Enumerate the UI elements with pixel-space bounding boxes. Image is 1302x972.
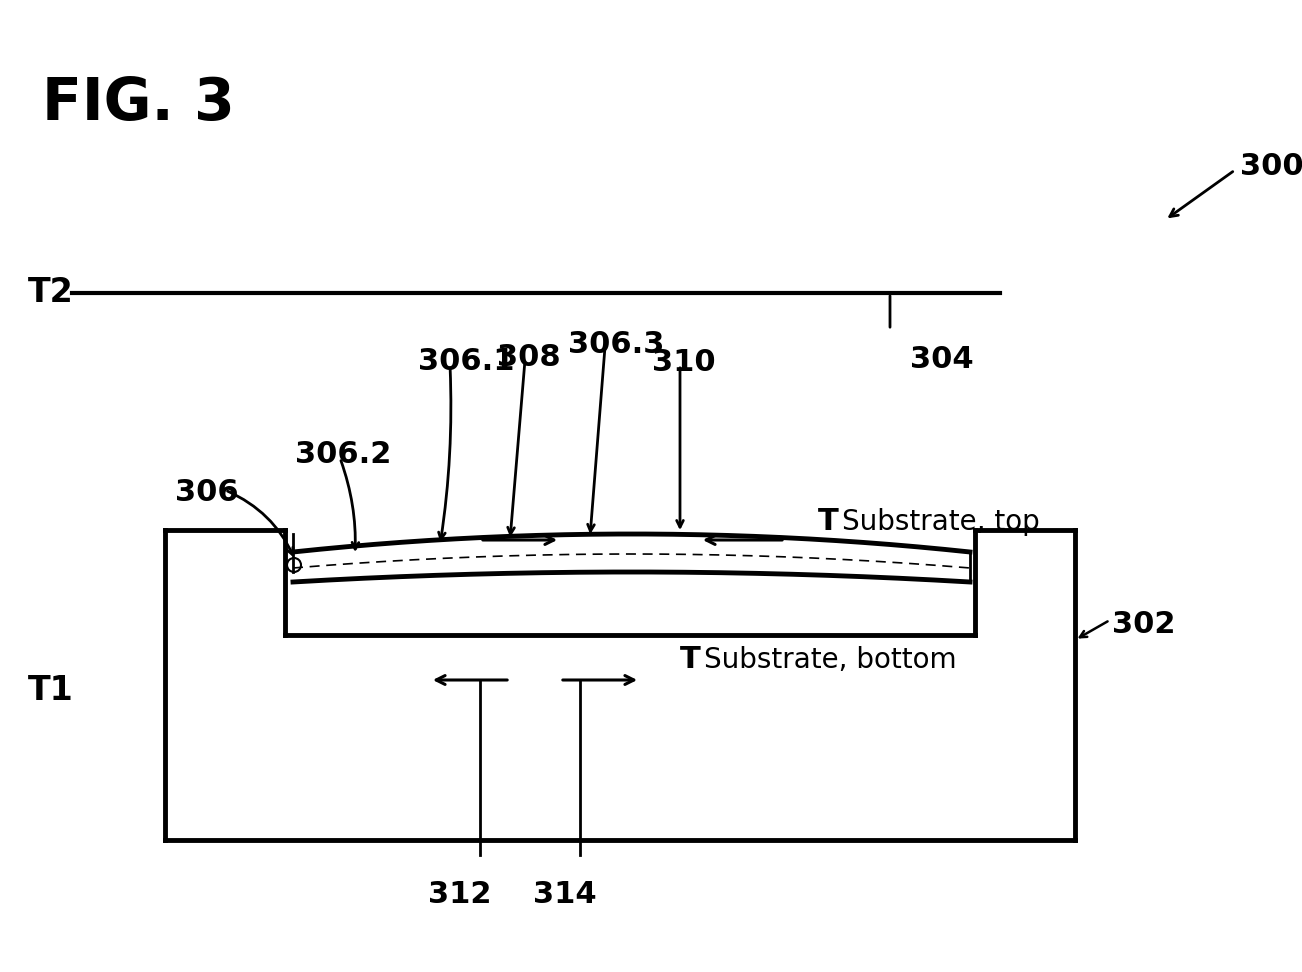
Text: 312: 312 xyxy=(428,880,492,909)
Text: 302: 302 xyxy=(1112,610,1176,639)
Text: 314: 314 xyxy=(534,880,596,909)
Text: 310: 310 xyxy=(652,348,716,377)
Text: 306.3: 306.3 xyxy=(568,330,664,359)
Text: 308: 308 xyxy=(497,343,561,372)
Text: FIG. 3: FIG. 3 xyxy=(42,75,234,132)
Text: 304: 304 xyxy=(910,345,974,374)
Text: T1: T1 xyxy=(29,674,74,707)
Text: 306.2: 306.2 xyxy=(296,440,392,469)
Text: 300: 300 xyxy=(1240,152,1302,181)
Text: 306.1: 306.1 xyxy=(418,347,514,376)
Text: 306: 306 xyxy=(174,478,238,507)
Text: T2: T2 xyxy=(29,276,74,309)
Text: Substrate, bottom: Substrate, bottom xyxy=(704,646,957,674)
Text: T: T xyxy=(680,645,700,675)
Text: T: T xyxy=(818,507,838,537)
Text: Substrate, top: Substrate, top xyxy=(842,508,1040,536)
